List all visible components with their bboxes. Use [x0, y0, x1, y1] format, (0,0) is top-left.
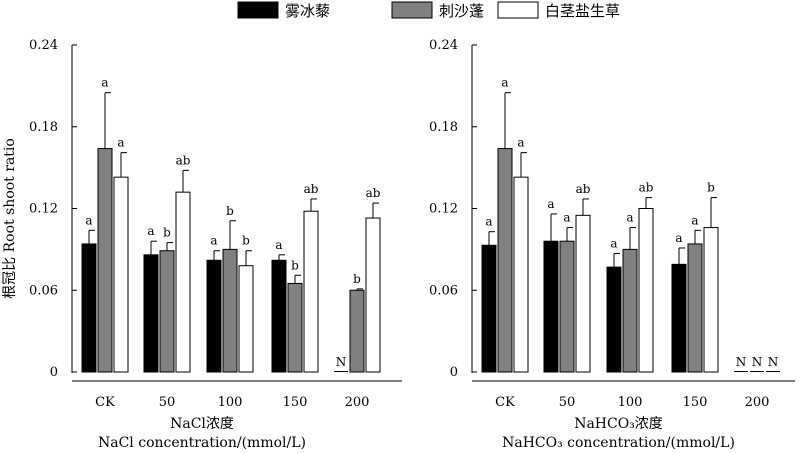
significance-letter: b — [291, 258, 299, 272]
x-axis-title-cn: NaCl浓度 — [170, 416, 234, 432]
significance-letter: N — [752, 355, 763, 369]
legend-swatch-1 — [391, 1, 433, 19]
significance-letter: b — [226, 204, 234, 218]
x-tick-label: CK — [95, 395, 115, 410]
x-tick-label: 100 — [218, 395, 243, 410]
significance-letter: N — [336, 355, 347, 369]
significance-letter: a — [275, 238, 282, 252]
significance-letter: ab — [176, 153, 191, 167]
legend-swatch-2 — [497, 1, 539, 19]
significance-letter: a — [691, 213, 698, 227]
significance-letter: a — [117, 136, 124, 150]
y-tick-label: 0 — [450, 365, 458, 380]
y-axis-title: 根冠比 Root shoot ratio — [2, 138, 18, 299]
y-tick-label: 0.12 — [29, 202, 58, 217]
significance-letter: a — [517, 136, 524, 150]
x-tick-label: 150 — [683, 395, 708, 410]
bar-0-2-3 — [303, 210, 319, 373]
y-tick-label: 0.06 — [429, 283, 458, 298]
bar-0-1-4 — [349, 289, 365, 373]
bar-1-2-1 — [575, 214, 591, 373]
significance-letter: a — [147, 224, 154, 238]
significance-letter: a — [547, 197, 554, 211]
bar-1-0-1 — [543, 240, 559, 373]
bar-1-0-2 — [606, 266, 622, 373]
y-tick-label: 0.24 — [429, 38, 458, 53]
bar-1-1-0 — [497, 148, 513, 373]
bar-1-2-0 — [513, 176, 529, 373]
significance-letter: ab — [366, 186, 381, 200]
bar-0-2-4 — [365, 217, 381, 373]
bar-0-0-2 — [206, 259, 222, 373]
significance-letter: a — [85, 213, 92, 227]
bar-1-2-2 — [638, 208, 654, 373]
significance-letter: N — [736, 355, 747, 369]
y-tick-label: 0.12 — [429, 202, 458, 217]
bar-0-0-3 — [271, 259, 287, 373]
significance-letter: ab — [304, 182, 319, 196]
x-axis-title-en: NaCl concentration/(mmol/L) — [98, 435, 306, 451]
significance-letter: a — [210, 234, 217, 248]
y-tick-label: 0.24 — [29, 38, 58, 53]
x-tick-label: 200 — [745, 395, 770, 410]
significance-letter: a — [563, 211, 570, 225]
bar-1-1-1 — [559, 240, 575, 373]
significance-letter: a — [675, 231, 682, 245]
bar-1-1-3 — [687, 243, 703, 373]
bar-0-2-1 — [175, 191, 191, 373]
bar-1-2-4 — [766, 371, 780, 372]
significance-letter: b — [163, 226, 171, 240]
x-tick-label: 50 — [559, 395, 576, 410]
legend-label-2: 白茎盐生草 — [545, 2, 620, 20]
bar-0-1-0 — [97, 148, 113, 373]
significance-letter: b — [707, 181, 715, 195]
x-tick-label: 50 — [159, 395, 176, 410]
legend-label-0: 雾冰藜 — [285, 2, 330, 20]
significance-letter: a — [610, 236, 617, 250]
bar-0-0-1 — [143, 254, 159, 373]
bar-0-0-4 — [334, 371, 348, 372]
x-tick-label: 200 — [345, 395, 370, 410]
significance-letter: ab — [576, 182, 591, 196]
bar-0-1-2 — [222, 248, 238, 373]
significance-letter: a — [101, 76, 108, 90]
bar-1-2-3 — [703, 227, 719, 373]
bar-1-0-0 — [481, 244, 497, 373]
bar-0-1-1 — [159, 250, 175, 373]
significance-letter: a — [501, 76, 508, 90]
bar-0-0-0 — [81, 243, 97, 373]
x-axis-title-cn: NaHCO₃浓度 — [574, 416, 663, 432]
bar-0-2-2 — [238, 265, 254, 373]
bar-1-0-4 — [734, 371, 748, 372]
y-tick-label: 0 — [50, 365, 58, 380]
significance-letter: ab — [639, 181, 654, 195]
bar-1-1-2 — [622, 248, 638, 373]
x-tick-label: 150 — [283, 395, 308, 410]
bar-1-0-3 — [671, 263, 687, 373]
significance-letter: a — [485, 215, 492, 229]
x-tick-label: CK — [495, 395, 515, 410]
significance-letter: b — [353, 272, 361, 286]
y-tick-label: 0.18 — [29, 120, 58, 135]
significance-letter: a — [626, 211, 633, 225]
bar-0-2-0 — [113, 176, 129, 373]
x-tick-label: 100 — [618, 395, 643, 410]
y-tick-label: 0.06 — [29, 283, 58, 298]
legend: 雾冰藜 刺沙蓬 白茎盐生草 — [237, 1, 620, 20]
significance-letter: b — [242, 234, 250, 248]
bar-1-1-4 — [750, 371, 764, 372]
bar-0-1-3 — [287, 282, 303, 373]
x-axis-title-en: NaHCO₃ concentration/(mmol/L) — [502, 435, 735, 451]
y-tick-label: 0.18 — [429, 120, 458, 135]
significance-letter: N — [768, 355, 779, 369]
legend-swatch-0 — [237, 1, 279, 19]
legend-label-1: 刺沙蓬 — [439, 2, 484, 20]
